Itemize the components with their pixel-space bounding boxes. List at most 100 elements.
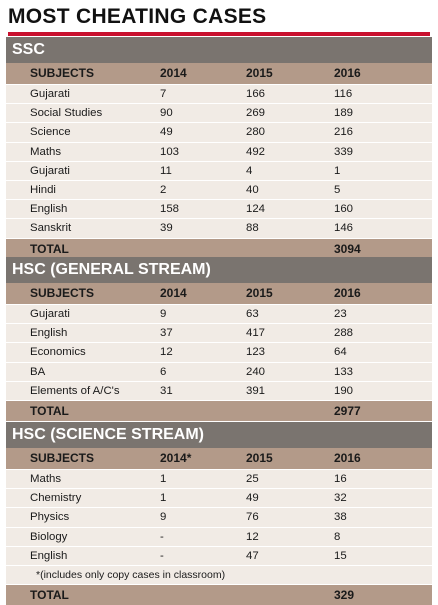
value-cell: 40 bbox=[246, 183, 259, 196]
value-cell: 9 bbox=[160, 511, 167, 524]
section-hsc-science: HSC (SCIENCE STREAM) SUBJECTS 2014* 2015… bbox=[6, 422, 432, 605]
table-header-row: SUBJECTS 2014 2015 2016 bbox=[6, 283, 432, 305]
total-row: TOTAL 329 bbox=[6, 585, 432, 605]
footnote: *(includes only copy cases in classroom) bbox=[36, 568, 226, 581]
value-cell: 31 bbox=[160, 384, 173, 397]
value-cell: 76 bbox=[246, 511, 259, 524]
value-cell: 6 bbox=[160, 365, 167, 378]
value-cell: 189 bbox=[334, 107, 354, 120]
value-cell: 7 bbox=[160, 88, 167, 100]
section-hsc-general: HSC (GENERAL STREAM) SUBJECTS 2014 2015 … bbox=[6, 257, 432, 421]
value-cell: 49 bbox=[160, 126, 173, 139]
value-cell: 37 bbox=[160, 327, 173, 340]
subject-cell: English bbox=[30, 549, 68, 562]
column-header: 2016 bbox=[334, 66, 361, 80]
value-cell: 124 bbox=[246, 203, 266, 216]
subject-cell: BA bbox=[30, 365, 46, 378]
value-cell: 16 bbox=[334, 473, 347, 485]
table-row: Chemistry 1 49 32 bbox=[6, 489, 432, 509]
value-cell: 339 bbox=[334, 145, 354, 158]
table-row: Economics 12 123 64 bbox=[6, 343, 432, 363]
total-label: TOTAL bbox=[30, 403, 69, 418]
section-title: HSC (SCIENCE STREAM) bbox=[6, 422, 432, 448]
page-title: MOST CHEATING CASES bbox=[8, 4, 430, 36]
value-cell: 158 bbox=[160, 203, 180, 216]
table-row: Biology - 12 8 bbox=[6, 527, 432, 547]
value-cell: - bbox=[160, 549, 164, 562]
value-cell: 160 bbox=[334, 203, 354, 216]
value-cell: 1 bbox=[160, 473, 167, 485]
table-row: Science 49 280 216 bbox=[6, 123, 432, 143]
value-cell: 38 bbox=[334, 511, 347, 524]
section-title: SSC bbox=[6, 37, 432, 63]
column-header: 2016 bbox=[334, 286, 361, 300]
table-row: English - 47 15 bbox=[6, 546, 432, 566]
value-cell: 417 bbox=[246, 327, 266, 340]
total-value: 2977 bbox=[334, 403, 361, 418]
table-row: Maths 1 25 16 bbox=[6, 470, 432, 490]
section-ssc: SSC SUBJECTS 2014 2015 2016 Gujarati 7 1… bbox=[6, 37, 432, 259]
value-cell: 133 bbox=[334, 365, 354, 378]
column-header: 2015 bbox=[246, 66, 273, 80]
value-cell: 39 bbox=[160, 222, 173, 235]
value-cell: 64 bbox=[334, 346, 347, 359]
column-header: SUBJECTS bbox=[30, 66, 95, 80]
subject-cell: Social Studies bbox=[30, 107, 103, 120]
value-cell: 23 bbox=[334, 308, 347, 320]
total-label: TOTAL bbox=[30, 588, 69, 603]
table-row: Hindi 2 40 5 bbox=[6, 180, 432, 201]
value-cell: 123 bbox=[246, 346, 266, 359]
value-cell: 391 bbox=[246, 384, 266, 397]
total-label: TOTAL bbox=[30, 241, 69, 256]
value-cell: 25 bbox=[246, 473, 259, 485]
table-row: Elements of A/C's 31 391 190 bbox=[6, 381, 432, 401]
subject-cell: Hindi bbox=[30, 183, 56, 196]
column-header: 2014 bbox=[160, 286, 187, 300]
value-cell: 88 bbox=[246, 222, 259, 235]
value-cell: 4 bbox=[246, 164, 253, 177]
total-row: TOTAL 2977 bbox=[6, 400, 432, 421]
subject-cell: Biology bbox=[30, 530, 68, 543]
column-header: 2015 bbox=[246, 451, 273, 465]
table-row: Gujarati 11 4 1 bbox=[6, 161, 432, 181]
table-row: Social Studies 90 269 189 bbox=[6, 104, 432, 124]
column-header: 2016 bbox=[334, 451, 361, 465]
value-cell: - bbox=[160, 530, 164, 543]
total-row: TOTAL 3094 bbox=[6, 238, 432, 259]
subject-cell: Chemistry bbox=[30, 492, 82, 505]
value-cell: 1 bbox=[334, 164, 341, 177]
value-cell: 8 bbox=[334, 530, 341, 543]
section-title: HSC (GENERAL STREAM) bbox=[6, 257, 432, 283]
subject-cell: English bbox=[30, 327, 68, 340]
value-cell: 12 bbox=[246, 530, 259, 543]
subject-cell: Sanskrit bbox=[30, 222, 72, 235]
subject-cell: Economics bbox=[30, 346, 86, 359]
value-cell: 2 bbox=[160, 183, 167, 196]
table-row: BA 6 240 133 bbox=[6, 362, 432, 382]
subject-cell: Gujarati bbox=[30, 164, 70, 177]
table-row: Physics 9 76 38 bbox=[6, 508, 432, 528]
value-cell: 15 bbox=[334, 549, 347, 562]
table-row: Gujarati 9 63 23 bbox=[6, 305, 432, 325]
subject-cell: Gujarati bbox=[30, 308, 70, 320]
value-cell: 63 bbox=[246, 308, 259, 320]
table-row: English 158 124 160 bbox=[6, 200, 432, 220]
value-cell: 190 bbox=[334, 384, 354, 397]
value-cell: 492 bbox=[246, 145, 266, 158]
total-value: 329 bbox=[334, 588, 355, 603]
footnote-row: *(includes only copy cases in classroom) bbox=[6, 565, 432, 586]
column-header: 2014 bbox=[160, 66, 187, 80]
table-row: Maths 103 492 339 bbox=[6, 142, 432, 162]
value-cell: 103 bbox=[160, 145, 180, 158]
value-cell: 166 bbox=[246, 88, 266, 100]
table-row: English 37 417 288 bbox=[6, 324, 432, 344]
table-header-row: SUBJECTS 2014* 2015 2016 bbox=[6, 448, 432, 470]
value-cell: 269 bbox=[246, 107, 266, 120]
subject-cell: Elements of A/C's bbox=[30, 384, 120, 397]
subject-cell: Physics bbox=[30, 511, 70, 524]
value-cell: 1 bbox=[160, 492, 167, 505]
value-cell: 116 bbox=[334, 88, 353, 100]
value-cell: 32 bbox=[334, 492, 347, 505]
subject-cell: Maths bbox=[30, 145, 62, 158]
total-value: 3094 bbox=[334, 241, 361, 256]
